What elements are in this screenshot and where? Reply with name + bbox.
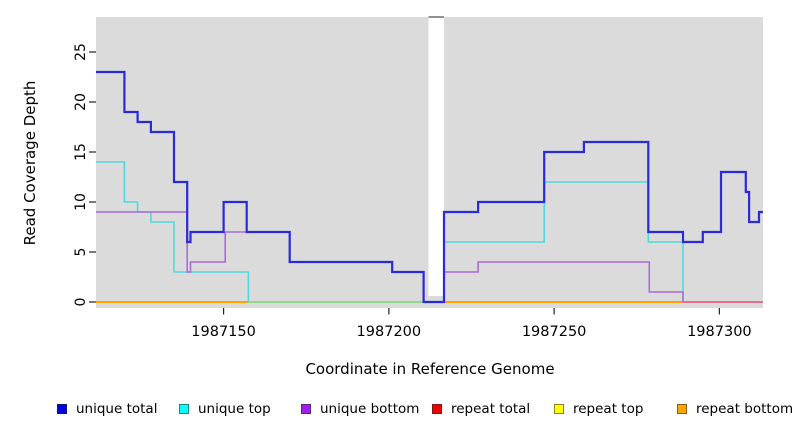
y-tick-label: 10 (73, 193, 89, 211)
x-tick-label: 1987150 (191, 324, 256, 340)
y-axis-label: Read Coverage Depth (21, 80, 39, 246)
series-unique-total (96, 70, 763, 304)
legend-item-unique-total: unique total (57, 399, 157, 419)
legend-item-unique-top: unique top (179, 399, 271, 419)
y-tick-label: 5 (73, 248, 89, 257)
legend: unique total unique top unique bottom repea… (0, 399, 792, 423)
y-tick-label: 0 (73, 298, 89, 307)
legend-label: repeat bottom (696, 401, 792, 417)
legend-swatch-repeat-total (432, 404, 442, 414)
legend-label: repeat total (451, 401, 531, 417)
y-tick-label: 25 (73, 43, 89, 61)
x-tick-label: 1987300 (687, 324, 752, 340)
legend-label: unique bottom (320, 401, 420, 417)
legend-label: repeat top (573, 401, 644, 417)
legend-swatch-repeat-top (554, 404, 564, 414)
x-axis-label: Coordinate in Reference Genome (305, 360, 555, 378)
x-tick-label: 1987200 (357, 324, 422, 340)
legend-swatch-unique-total (57, 404, 67, 414)
y-tick-label: 20 (73, 93, 89, 111)
legend-label: unique total (76, 401, 158, 417)
masked-gap (428, 17, 445, 296)
legend-swatch-unique-top (179, 404, 189, 414)
legend-item-unique-bottom: unique bottom (301, 399, 419, 419)
legend-swatch-unique-bottom (301, 404, 311, 414)
legend-swatch-repeat-bottom (677, 404, 687, 414)
legend-item-repeat-top: repeat top (554, 399, 643, 419)
legend-item-repeat-bottom: repeat bottom (677, 399, 792, 419)
legend-label: unique top (198, 401, 271, 417)
x-tick-label: 1987250 (522, 324, 587, 340)
y-tick-label: 15 (73, 143, 89, 161)
legend-item-repeat-total: repeat total (432, 399, 530, 419)
